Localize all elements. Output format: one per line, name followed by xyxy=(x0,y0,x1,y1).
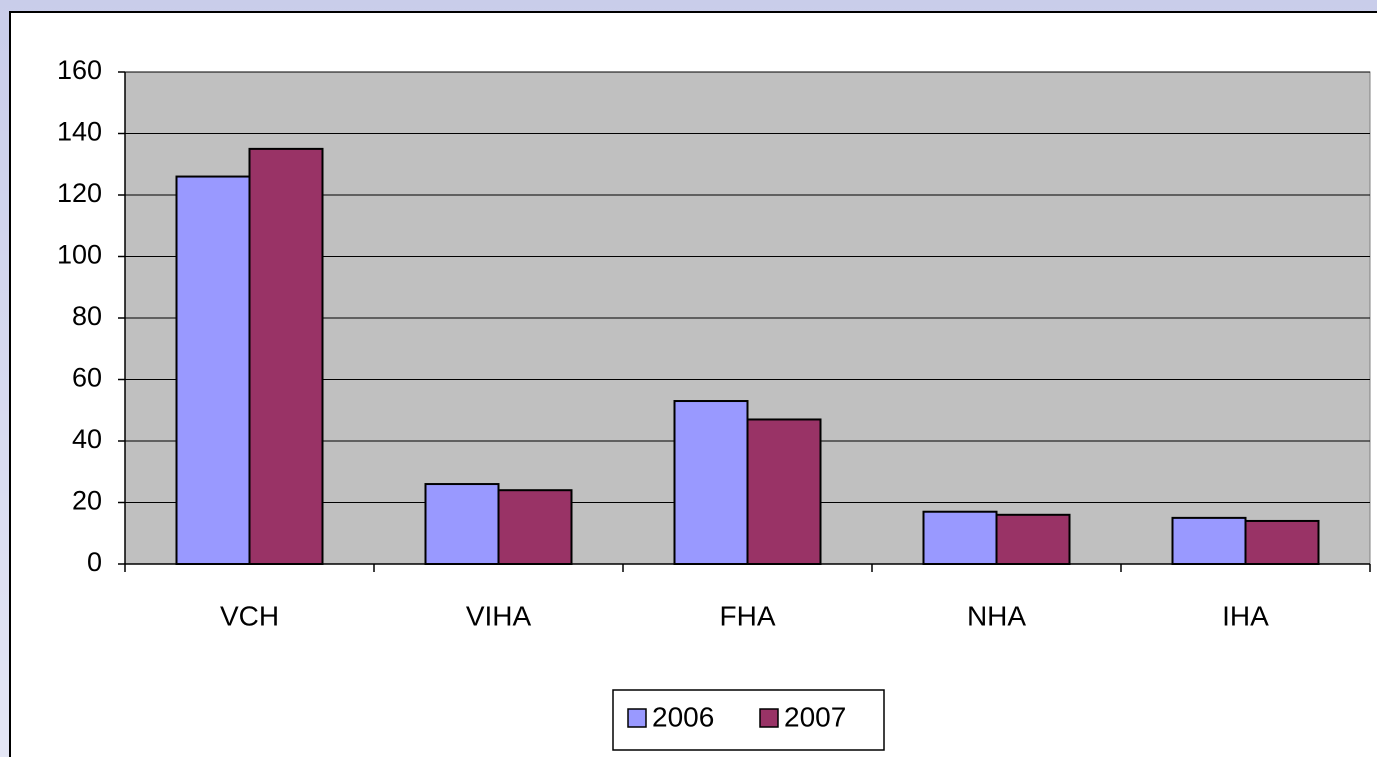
legend-label: 2007 xyxy=(784,701,846,732)
bar xyxy=(424,483,500,565)
bar xyxy=(248,147,324,565)
bar xyxy=(746,418,822,565)
bar xyxy=(995,513,1071,565)
y-tick-label: 140 xyxy=(57,117,102,147)
x-tick-label: FHA xyxy=(720,600,776,631)
legend-swatch xyxy=(627,708,647,728)
legend-swatch xyxy=(759,708,779,728)
bar xyxy=(497,489,573,566)
y-tick-label: 40 xyxy=(72,424,102,454)
legend-label: 2006 xyxy=(652,701,714,732)
bar xyxy=(1171,516,1247,565)
x-tick-label: NHA xyxy=(967,600,1026,631)
legend-box xyxy=(612,689,885,751)
y-tick-label: 60 xyxy=(72,363,102,393)
x-tick-label: IHA xyxy=(1222,600,1269,631)
y-tick-label: 120 xyxy=(57,178,102,208)
x-tick-label: VIHA xyxy=(466,600,532,631)
x-tick-label: VCH xyxy=(220,600,279,631)
bar xyxy=(1244,519,1320,566)
bar xyxy=(673,400,749,565)
y-tick-label: 20 xyxy=(72,486,102,516)
bar xyxy=(922,510,998,566)
y-tick-label: 0 xyxy=(87,547,102,577)
y-tick-label: 100 xyxy=(57,240,102,270)
y-tick-label: 160 xyxy=(57,55,102,85)
bar xyxy=(175,175,251,566)
y-tick-label: 80 xyxy=(72,301,102,331)
